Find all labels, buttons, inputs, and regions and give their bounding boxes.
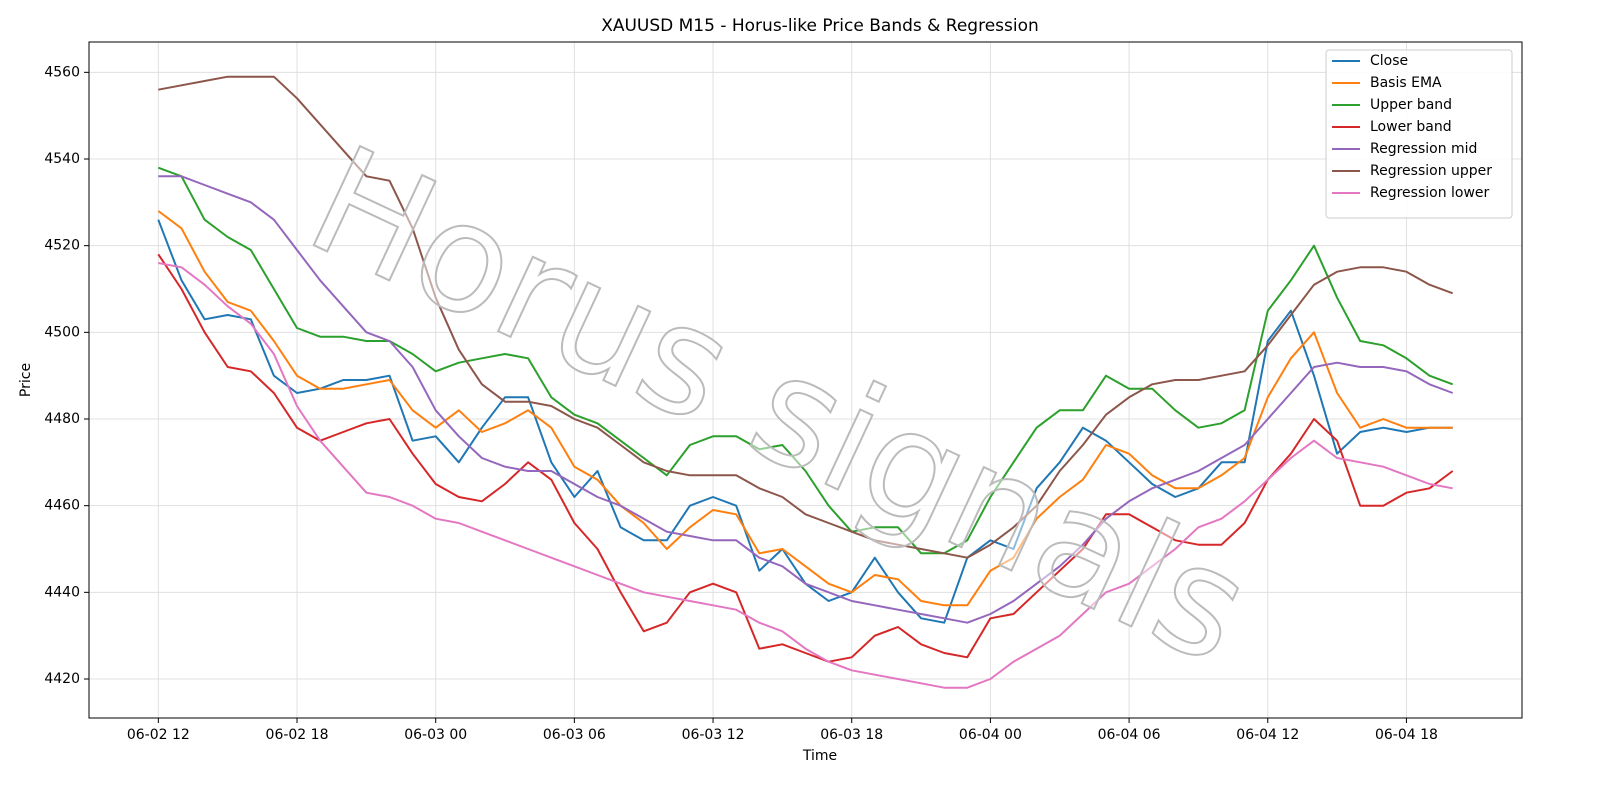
chart-title: XAUUSD M15 - Horus-like Price Bands & Re… bbox=[601, 16, 1039, 36]
y-tick-label: 4420 bbox=[44, 671, 80, 687]
plot-lines bbox=[157, 75, 1454, 689]
y-tick-label: 4540 bbox=[44, 151, 80, 167]
legend-label: Lower band bbox=[1370, 119, 1452, 135]
x-tick-label: 06-03 00 bbox=[404, 727, 467, 743]
series-line bbox=[157, 210, 1453, 607]
legend-label: Upper band bbox=[1370, 97, 1452, 113]
legend-label: Close bbox=[1370, 53, 1408, 69]
legend-label: Regression lower bbox=[1370, 185, 1490, 201]
y-tick-label: 4440 bbox=[44, 584, 80, 600]
legend-label: Regression mid bbox=[1370, 141, 1477, 157]
y-tick-label: 4500 bbox=[44, 324, 80, 340]
x-tick-label: 06-03 06 bbox=[543, 727, 606, 743]
x-tick-label: 06-02 18 bbox=[266, 727, 329, 743]
y-tick-label: 4520 bbox=[44, 238, 80, 254]
series-line bbox=[158, 75, 1454, 559]
x-axis-label: Time bbox=[802, 748, 837, 764]
series-line bbox=[157, 166, 1454, 555]
x-tick-label: 06-03 12 bbox=[682, 727, 745, 743]
x-tick-label: 06-04 06 bbox=[1098, 727, 1161, 743]
legend-label: Basis EMA bbox=[1370, 75, 1442, 91]
x-tick-label: 06-03 18 bbox=[820, 727, 883, 743]
series-line bbox=[158, 175, 1454, 624]
x-tick-label: 06-04 12 bbox=[1236, 727, 1299, 743]
plot-frame bbox=[88, 41, 1523, 719]
series-line bbox=[158, 262, 1453, 689]
y-tick-label: 4460 bbox=[44, 498, 80, 514]
y-tick-label: 4560 bbox=[44, 64, 80, 80]
x-tick-label: 06-02 12 bbox=[127, 727, 190, 743]
series-line bbox=[157, 253, 1454, 663]
legend-label: Regression upper bbox=[1370, 163, 1492, 179]
legend: Close Basis EMA Upper band Lower band Regres… bbox=[1325, 49, 1513, 219]
x-tick-label: 06-04 00 bbox=[959, 727, 1022, 743]
y-tick-label: 4480 bbox=[44, 411, 80, 427]
y-axis-label: Price bbox=[18, 363, 34, 397]
legend-box bbox=[1325, 49, 1513, 219]
x-tick-label: 06-04 18 bbox=[1375, 727, 1438, 743]
